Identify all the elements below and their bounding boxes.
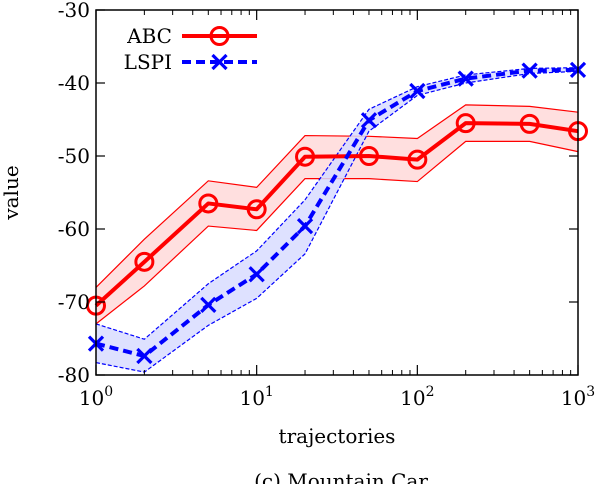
abc-point (407, 149, 428, 170)
abc-band-upper (95, 104, 579, 288)
lspi-point (200, 296, 217, 314)
confidence-bands (95, 67, 579, 373)
y-tick-label: -50 (58, 144, 90, 168)
y-tick-label: -60 (58, 217, 90, 241)
lspi-point-stroke-b (409, 82, 426, 100)
lspi-point (248, 266, 265, 283)
lspi-point-stroke-b (457, 70, 474, 87)
lspi-point-stroke-b (200, 296, 217, 314)
y-tick-label: -40 (58, 71, 90, 95)
lspi-point-stroke-b (296, 217, 314, 235)
legend-marker-lspi (211, 53, 228, 71)
legend-label-lspi: LSPI (124, 50, 172, 74)
lspi-point-stroke-b (360, 112, 378, 129)
lspi-line (95, 67, 579, 359)
abc-point (519, 113, 540, 134)
figure-caption: (c) Mountain Car (254, 469, 428, 484)
abc-line (94, 121, 579, 308)
lspi-point-stroke-b (248, 266, 265, 283)
abc-point (134, 251, 155, 272)
legend-label-abc: ABC (126, 24, 172, 48)
abc-band (96, 104, 578, 324)
y-tick-label: -30 (58, 0, 90, 22)
lspi-point-stroke-b (521, 62, 538, 79)
y-tick-label: -70 (58, 290, 90, 314)
legend-marker-abc (209, 26, 230, 46)
x-tick-label: 103 (561, 384, 595, 410)
y-axis-label: value (0, 165, 23, 220)
abc-point (358, 146, 379, 166)
lspi-point (457, 70, 474, 87)
lspi-point (296, 217, 314, 235)
x-tick-label: 101 (239, 384, 273, 410)
axis-ticks: -80 -70 -60 -50 -40 -30 100 101 102 103 (58, 0, 595, 410)
plot-frame (95, 9, 579, 376)
series-lines (94, 67, 579, 359)
lspi-band (96, 67, 578, 373)
x-tick-label: 102 (400, 384, 434, 410)
x-axis-label: trajectories (279, 424, 396, 448)
legend-marker-stroke-b (211, 53, 228, 71)
x-tick-label: 100 (79, 384, 113, 410)
series-markers (86, 61, 588, 365)
lspi-band-lower (95, 70, 579, 373)
lspi-point (521, 62, 538, 79)
lspi-point-stroke-b (136, 347, 153, 365)
abc-point (198, 193, 219, 214)
lspi-point (409, 82, 426, 100)
abc-point (455, 113, 476, 134)
y-tick-label: -80 (58, 363, 90, 387)
lspi-point (360, 112, 378, 129)
abc-point (295, 146, 316, 167)
lspi-point (136, 347, 153, 365)
abc-point (246, 199, 267, 220)
